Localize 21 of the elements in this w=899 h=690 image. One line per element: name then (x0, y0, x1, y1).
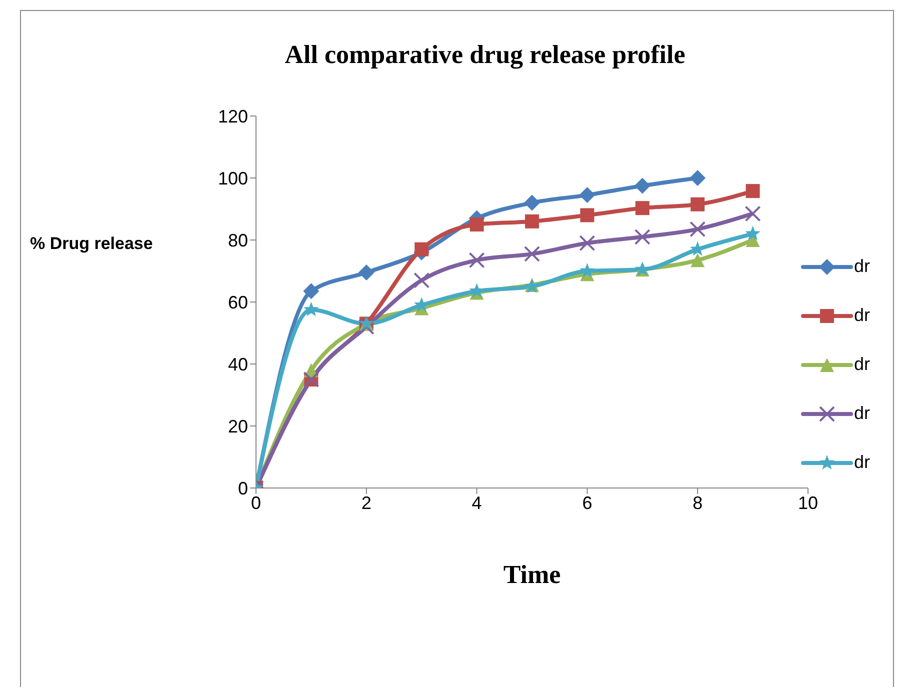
legend-label: dr (854, 256, 870, 277)
x-tick-label: 10 (798, 492, 818, 513)
y-tick-label: 100 (218, 168, 248, 188)
legend-label: dr (854, 403, 870, 424)
y-tick-label: 0 (238, 478, 248, 498)
y-tick-label: 20 (228, 416, 248, 436)
y-tick-label: 60 (228, 292, 248, 312)
legend-label: dr (854, 452, 870, 473)
y-tick-label: 120 (218, 106, 248, 126)
x-tick-label: 6 (582, 492, 592, 513)
x-tick-label: 0 (250, 492, 262, 513)
y-tick-label: 40 (228, 354, 248, 374)
chart-title: All comparative drug release profile (284, 40, 686, 70)
legend-label: dr (854, 354, 870, 375)
legend-label: dr (854, 305, 870, 326)
x-tick-label: 8 (692, 492, 703, 513)
y-tick-label: 80 (228, 230, 248, 250)
y-axis-title: % Drug release (30, 234, 153, 254)
x-tick-label: 2 (361, 492, 372, 513)
x-axis-title: Time (502, 560, 562, 590)
x-tick-label: 4 (472, 492, 482, 513)
